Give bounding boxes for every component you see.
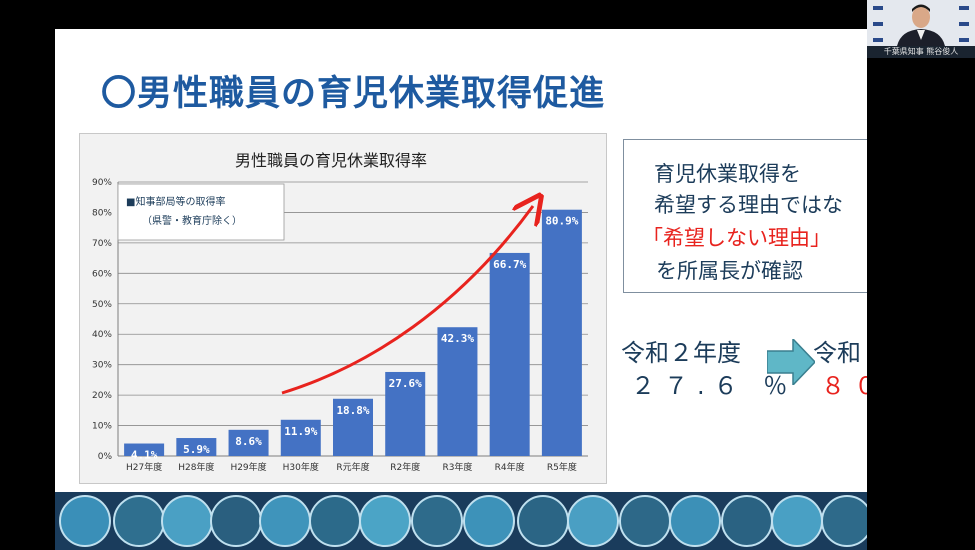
y-tick-label: 40% [92, 330, 112, 340]
y-tick-label: 70% [92, 239, 112, 249]
bar-data-label: 80.9% [545, 215, 578, 228]
pattern-circle [259, 495, 311, 547]
note-line-highlight: 「希望しない理由」 [642, 226, 831, 250]
trend-arrow [281, 206, 533, 395]
bar [385, 371, 426, 456]
presenter-video-thumbnail[interactable]: 千葉県知事 熊谷俊人 [867, 0, 975, 58]
bar [124, 443, 165, 456]
x-tick-label: R5年度 [547, 461, 577, 473]
y-tick-label: 80% [92, 208, 112, 218]
x-tick-label: H27年度 [126, 461, 162, 473]
x-tick-label: H29年度 [230, 461, 266, 473]
pattern-circle [567, 495, 619, 547]
y-tick-label: 50% [92, 300, 112, 310]
pattern-circle [721, 495, 773, 547]
bar-data-label: 4.1% [131, 449, 158, 462]
bar-data-label: 42.3% [441, 332, 474, 345]
pattern-circle [59, 495, 111, 547]
pattern-circle [309, 495, 361, 547]
bar [333, 398, 373, 456]
pattern-circle [463, 495, 515, 547]
legend-entry: ■知事部局等の取得率 [126, 195, 225, 208]
comparison-left-label: 令和２年度 [621, 339, 741, 367]
bar [541, 209, 582, 456]
pattern-circle [161, 495, 213, 547]
chart-legend [117, 183, 285, 241]
right-arrow-icon [767, 339, 815, 385]
pattern-circle [517, 495, 569, 547]
pattern-circle [411, 495, 463, 547]
chart-panel: 男性職員の育児休業取得率 4.1% 5.9% 8.6% 11.9% 18.8% 27.6%… [79, 133, 607, 484]
x-tick-label: H28年度 [178, 461, 214, 473]
bar-data-label: 18.8% [336, 404, 369, 417]
slide-title: 〇男性職員の育児休業取得促進 [101, 74, 606, 114]
pattern-circle [821, 495, 867, 547]
bar-data-label: 5.9% [183, 443, 210, 456]
legend-note: （県警・教育庁除く） [142, 214, 242, 227]
y-tick-label: 0% [98, 452, 113, 462]
chart-title: 男性職員の育児休業取得率 [235, 152, 427, 170]
bar-data-label: 66.7% [493, 258, 526, 271]
x-tick-label: R4年度 [495, 461, 525, 473]
pattern-circle [619, 495, 671, 547]
presentation-slide: 〇男性職員の育児休業取得促進 男性職員の育児休業取得率 4.1% 5.9% 8.6%… [55, 29, 867, 550]
x-tick-label: R2年度 [390, 461, 420, 473]
comparison-right-label: 令和 [813, 339, 861, 367]
y-tick-label: 60% [92, 269, 112, 279]
pattern-circle [210, 495, 262, 547]
x-tick-label: H30年度 [283, 461, 319, 473]
pattern-circle [359, 495, 411, 547]
note-line-2: 希望する理由ではな [654, 193, 843, 217]
comparison-left-value: ２７.６ ％ [631, 372, 797, 400]
note-box: 育児休業取得を 希望する理由ではな 「希望しない理由」 を所属長が確認 [623, 139, 867, 293]
note-line-4: を所属長が確認 [656, 259, 803, 283]
bar-data-label: 11.9% [284, 425, 317, 438]
pattern-circle [669, 495, 721, 547]
x-tick-label: R3年度 [442, 461, 472, 473]
x-tick-label: R元年度 [336, 461, 369, 473]
bar-chart: 男性職員の育児休業取得率 4.1% 5.9% 8.6% 11.9% 18.8% 27.6%… [92, 152, 588, 473]
bar-data-label: 8.6% [235, 435, 262, 448]
bar [489, 252, 530, 456]
presenter-image [867, 0, 975, 46]
pattern-circle [771, 495, 823, 547]
y-tick-label: 20% [92, 391, 112, 401]
bar [228, 429, 269, 456]
pattern-circle [113, 495, 165, 547]
bar-data-label: 27.6% [389, 377, 422, 390]
decorative-pattern-band [55, 492, 867, 550]
bar [280, 419, 321, 456]
bar [437, 327, 478, 456]
bar [176, 438, 217, 456]
note-line-1: 育児休業取得を [654, 162, 801, 186]
y-tick-label: 10% [92, 422, 112, 432]
y-tick-label: 90% [92, 178, 112, 188]
comparison-right-value: ８０ [821, 372, 867, 400]
y-tick-label: 30% [92, 361, 112, 371]
presenter-caption: 千葉県知事 熊谷俊人 [867, 46, 975, 58]
